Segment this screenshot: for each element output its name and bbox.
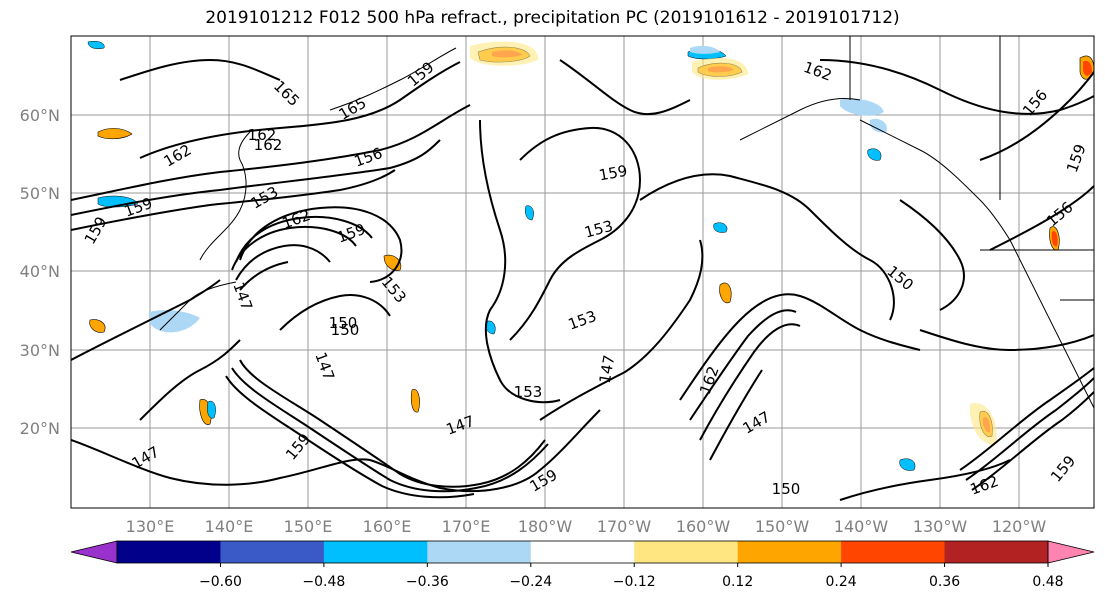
chart-title: 2019101212 F012 500 hPa refract., precip… [205, 8, 900, 28]
colorbar-segment [634, 541, 739, 563]
lat-label: 20°N [20, 419, 60, 438]
contour-label: 150 [772, 480, 801, 498]
lon-label: 160°E [363, 517, 412, 536]
lon-label: 150°E [284, 517, 333, 536]
latitude-labels: 60°N 50°N 40°N 30°N 20°N [20, 106, 60, 438]
lat-label: 30°N [20, 341, 60, 360]
lon-label: 160°W [676, 517, 731, 536]
colorbar-tick-label: 0.12 [722, 574, 753, 590]
colorbar-segment [530, 541, 635, 563]
contour-label: 147 [596, 353, 619, 384]
colorbar-extend-low [70, 540, 118, 564]
colorbar-extend-high [1047, 540, 1095, 564]
contour-label: 159 [597, 162, 628, 185]
colorbar-segment [323, 541, 428, 563]
longitude-labels: 130°E 140°E 150°E 160°E 170°E 180°W 170°W 160°W… [126, 517, 1047, 536]
lon-label: 170°W [597, 517, 652, 536]
lon-label: 140°E [205, 517, 254, 536]
lon-label: 120°W [992, 517, 1047, 536]
colorbar-segment [117, 541, 221, 563]
colorbar-tick-label: −0.36 [406, 574, 449, 590]
lat-label: 40°N [20, 262, 60, 281]
colorbar-tick-label: −0.24 [509, 574, 552, 590]
colorbar-segment [427, 541, 532, 563]
colorbar-tick-label: 0.48 [1032, 574, 1063, 590]
contour-label: 162 [254, 136, 283, 154]
map-frame [70, 35, 1095, 509]
colorbar-tick-label: 0.24 [826, 574, 857, 590]
coastlines [159, 36, 1094, 409]
lon-label: 130°E [126, 517, 175, 536]
contour-label: 162 [248, 126, 277, 144]
lon-label: 150°W [755, 517, 810, 536]
colorbar-segment [737, 541, 842, 563]
colorbar-tick-label: −0.12 [613, 574, 656, 590]
contour-label: 153 [514, 383, 543, 401]
lat-label: 60°N [20, 106, 60, 125]
colorbar-segment [841, 541, 946, 563]
lon-label: 130°W [913, 517, 968, 536]
lat-label: 50°N [20, 184, 60, 203]
colorbar-segment [220, 541, 325, 563]
colorbar-ticks: −0.60 −0.48 −0.36 −0.24 −0.12 0.12 0.24 0.36 0.4… [199, 563, 1064, 590]
lon-label: 170°E [442, 517, 491, 536]
lon-label: 180°W [518, 517, 573, 536]
contour-label: 150 [329, 314, 358, 332]
map-area [71, 36, 1094, 508]
colorbar-tick-label: −0.60 [199, 574, 242, 590]
colorbar-tick-label: −0.48 [302, 574, 345, 590]
lon-label: 140°W [834, 517, 889, 536]
colorbar-tick-label: 0.36 [929, 574, 960, 590]
colorbar [70, 540, 1095, 564]
refractivity-contours [71, 58, 1094, 501]
colorbar-segment [944, 541, 1049, 563]
contour-label: 150 [331, 321, 360, 339]
